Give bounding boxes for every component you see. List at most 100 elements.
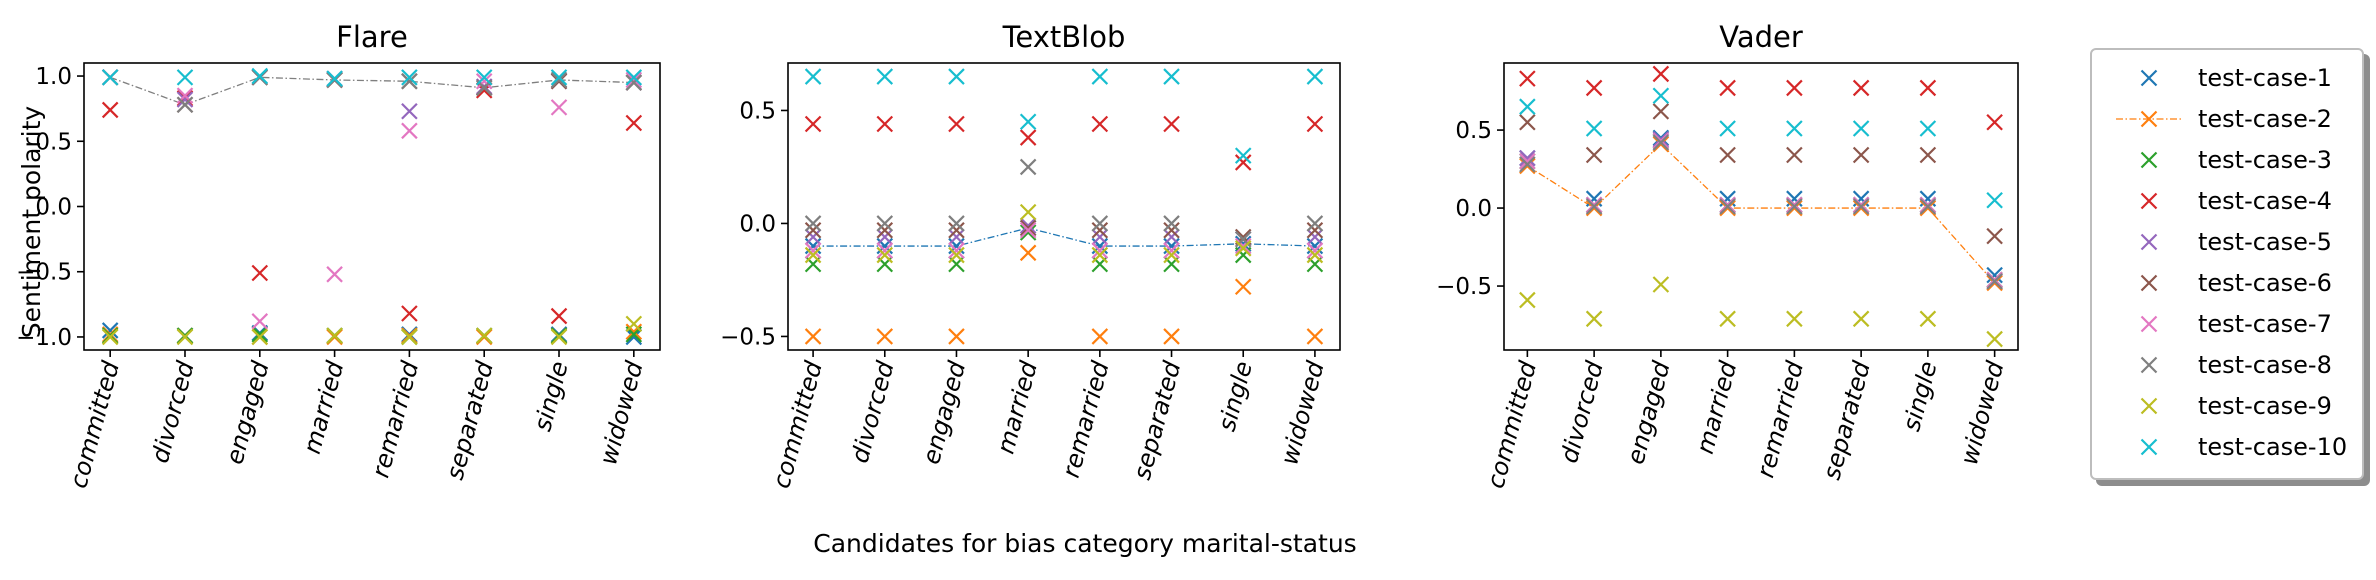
series-line-test-case-8: [109, 76, 634, 106]
marker-test-case-2: [1652, 135, 1670, 153]
marker-test-case-4: [1163, 115, 1180, 133]
x-tick-label: widowed: [1275, 358, 1330, 468]
marker-test-case-4: [1986, 113, 2003, 131]
marker-test-case-9: [326, 327, 343, 344]
marker-test-case-5: [1163, 228, 1180, 246]
marker-test-case-10: [1019, 113, 1037, 131]
marker-test-case-6: [1091, 221, 1109, 239]
marker-test-case-4: [1852, 79, 1870, 97]
marker-test-case-7: [1652, 132, 1670, 150]
marker-test-case-6: [804, 221, 822, 239]
marker-test-case-4: [1091, 115, 1109, 133]
marker-test-case-7: [1519, 152, 1536, 170]
marker-test-case-4: [948, 115, 965, 133]
legend-marker-icon: [2114, 107, 2184, 131]
marker-test-case-2: [1786, 199, 1803, 217]
marker-test-case-2: [1719, 199, 1736, 217]
marker-test-case-9: [401, 328, 418, 346]
marker-test-case-7: [326, 266, 343, 283]
y-tick-label: −1.0: [16, 325, 72, 351]
marker-test-case-4: [1585, 79, 1603, 97]
legend-marker-icon: [2114, 353, 2184, 377]
marker-test-case-4: [251, 264, 269, 282]
marker-test-case-10: [1234, 147, 1252, 164]
marker-test-case-7: [1919, 196, 1937, 214]
marker-test-case-10: [1986, 191, 2003, 209]
marker-test-case-10: [1652, 87, 1670, 105]
marker-test-case-7: [876, 242, 894, 259]
marker-test-case-9: [1719, 310, 1736, 328]
marker-test-case-4: [1786, 79, 1803, 97]
marker-test-case-9: [1919, 310, 1937, 328]
y-tick-label: −0.5: [1436, 274, 1492, 300]
y-axis-label: Sentiment polarity: [17, 106, 46, 339]
marker-test-case-8: [804, 215, 822, 232]
x-tick-label: married: [1691, 358, 1743, 457]
marker-test-case-9: [1852, 310, 1870, 328]
marker-test-case-8: [1519, 156, 1536, 173]
marker-test-case-7: [1719, 196, 1736, 214]
marker-test-case-10: [1519, 98, 1536, 115]
x-tick-label: widowed: [1955, 358, 2010, 468]
marker-test-case-5: [1306, 228, 1324, 246]
legend: test-case-1 test-case-2 test-case-3 test-ca…: [2090, 48, 2364, 480]
marker-test-case-3: [251, 326, 269, 343]
chart-panel-vader: Vader −0.5 0.0 0.5 committed divorced engaged m…: [1436, 20, 2019, 491]
marker-test-case-7: [1786, 196, 1803, 214]
x-tick-label: separated: [441, 358, 500, 483]
x-tick-label: committed: [64, 358, 125, 492]
marker-test-case-7: [401, 122, 418, 140]
marker-test-case-6: [1719, 146, 1736, 164]
marker-test-case-9: [948, 246, 965, 264]
legend-entry: test-case-10: [2114, 429, 2347, 465]
marker-test-case-10: [948, 68, 965, 85]
marker-test-case-10: [475, 69, 493, 86]
marker-test-case-10: [550, 69, 568, 86]
marker-test-case-8: [176, 96, 194, 114]
marker-test-case-2: [1852, 199, 1870, 217]
marker-test-case-6: [1519, 113, 1536, 131]
x-tick-label: separated: [1128, 358, 1187, 483]
marker-test-case-9: [1019, 203, 1037, 221]
marker-test-case-4: [625, 114, 643, 132]
marker-test-case-7: [1234, 237, 1252, 255]
y-tick-label: 1.0: [35, 64, 72, 90]
legend-entry: test-case-8: [2114, 347, 2332, 383]
legend-label: test-case-10: [2198, 433, 2348, 461]
marker-test-case-6: [1585, 146, 1603, 164]
marker-test-case-4: [550, 307, 568, 325]
legend-entry: test-case-2: [2114, 101, 2332, 137]
marker-test-case-10: [1786, 120, 1803, 137]
x-tick-label: remarried: [1751, 358, 1809, 481]
marker-test-case-8: [1852, 198, 1870, 215]
marker-test-case-4: [1652, 65, 1670, 83]
legend-entry: test-case-3: [2114, 142, 2332, 178]
marker-test-case-9: [1234, 240, 1252, 257]
legend-entry: test-case-6: [2114, 265, 2332, 301]
legend-label: test-case-7: [2198, 310, 2332, 338]
marker-test-case-6: [1652, 103, 1670, 120]
marker-test-case-10: [251, 67, 269, 85]
chart-title: Flare: [336, 20, 408, 54]
x-tick-label: married: [991, 358, 1043, 457]
legend-entry: test-case-1: [2114, 60, 2332, 96]
marker-test-case-1: [1986, 266, 2003, 284]
plot-area: [101, 67, 643, 346]
marker-test-case-9: [1585, 310, 1603, 328]
marker-test-case-5: [1652, 131, 1670, 148]
marker-test-case-2: [1019, 244, 1037, 262]
marker-test-case-7: [1306, 242, 1324, 259]
marker-test-case-2: [876, 328, 894, 345]
legend-marker-icon: [2114, 435, 2184, 459]
axes-frame: [83, 62, 661, 351]
marker-test-case-1: [625, 328, 643, 346]
x-tick-label: separated: [1818, 358, 1877, 483]
y-tick-label: 0.0: [1455, 196, 1492, 222]
x-tick-label: committed: [767, 358, 828, 492]
marker-test-case-8: [550, 71, 568, 89]
marker-test-case-6: [1919, 146, 1937, 164]
marker-test-case-10: [101, 69, 119, 86]
marker-test-case-7: [1019, 221, 1037, 239]
marker-test-case-1: [1652, 129, 1670, 147]
